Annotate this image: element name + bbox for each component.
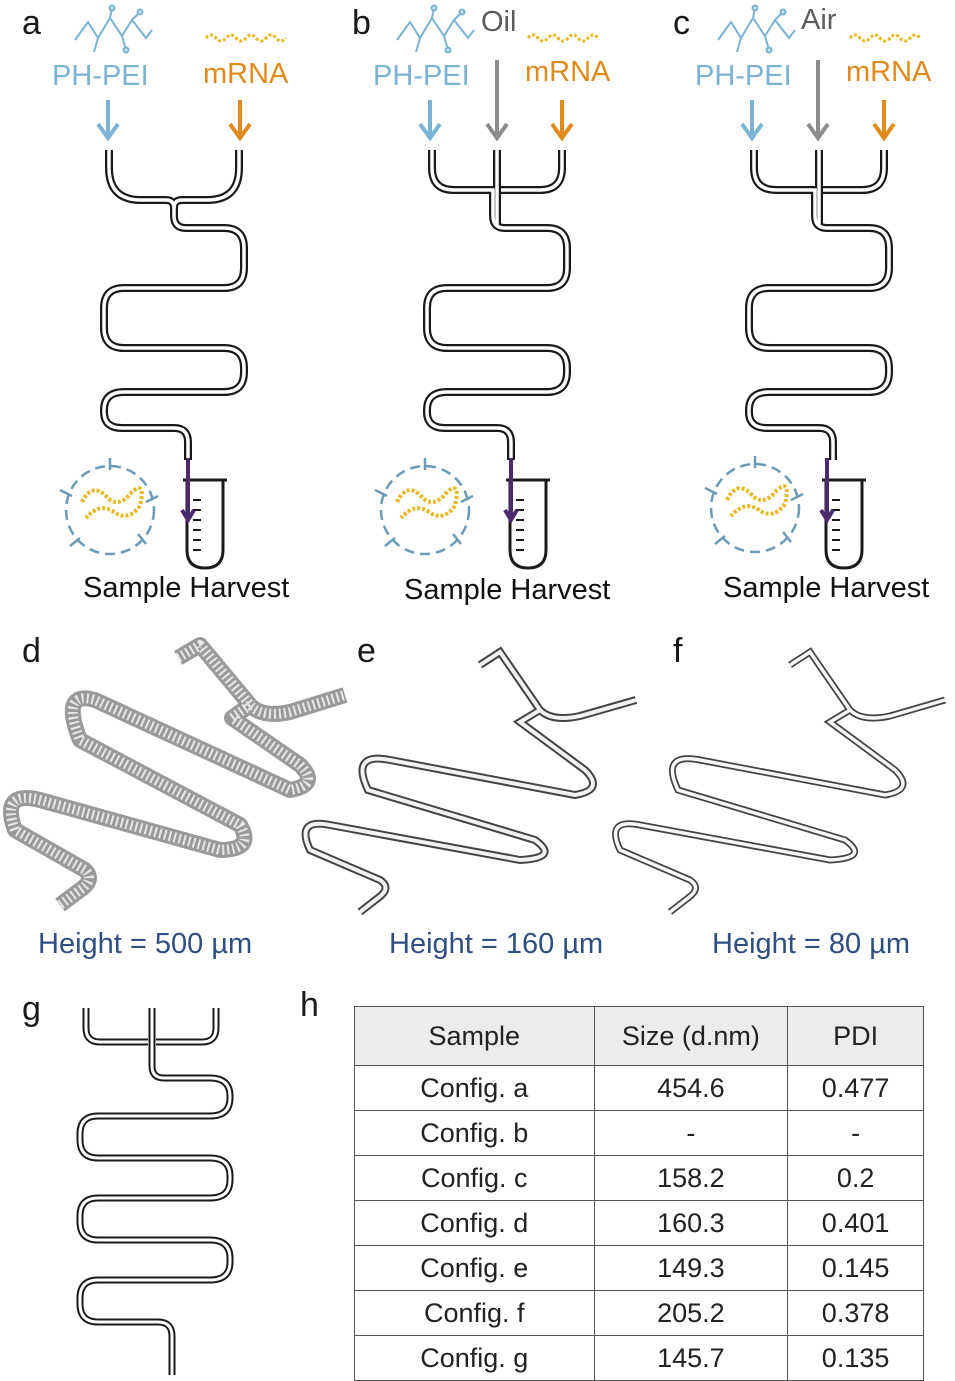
cell-pdi: 0.145 <box>787 1245 924 1291</box>
panel-a-collection-tube-icon <box>180 458 227 570</box>
cell-sample: Config. g <box>354 1335 595 1381</box>
cell-pdi: 0.378 <box>787 1290 924 1336</box>
panel-a-mrna-arrow-icon <box>228 100 252 142</box>
cell-sample: Config. e <box>354 1245 595 1291</box>
panel-e-3d-channel <box>301 646 638 916</box>
table-row: Config. g 145.7 0.135 <box>354 1335 924 1381</box>
panel-c-collection-tube-icon <box>819 458 866 570</box>
cell-size: 149.3 <box>593 1245 789 1291</box>
cell-sample: Config. c <box>354 1155 595 1201</box>
cell-pdi: - <box>787 1110 924 1156</box>
panel-c-mrna-strand-icon <box>848 33 922 43</box>
table-row: Config. c 158.2 0.2 <box>354 1155 924 1201</box>
panel-b-mrna-arrow-icon <box>550 100 574 142</box>
table-row: Config. a 454.6 0.477 <box>354 1065 924 1111</box>
panel-d-3d-channel <box>3 637 348 912</box>
cell-size: 454.6 <box>593 1065 789 1111</box>
panel-a-pei-arrow-icon <box>96 100 120 142</box>
table-row: Config. d 160.3 0.401 <box>354 1200 924 1246</box>
panel-g-channel <box>76 1008 234 1375</box>
panel-c-nanoparticle-icon <box>704 456 804 554</box>
panel-c-mrna-label: mRNA <box>846 56 932 88</box>
cell-size: 160.3 <box>593 1200 789 1246</box>
cell-pdi: 0.135 <box>787 1335 924 1381</box>
cell-sample: Config. f <box>354 1290 595 1336</box>
panel-c-mrna-arrow-icon <box>872 100 896 142</box>
cell-sample: Config. d <box>354 1200 595 1246</box>
header-sample: Sample <box>354 1006 595 1066</box>
panel-c-air-arrow-icon <box>806 60 830 142</box>
panel-b-nanoparticle-icon <box>374 458 474 556</box>
panel-a-channel <box>104 150 244 460</box>
panel-b-mrna-strand-icon <box>526 33 600 43</box>
panel-a-mrna-strand-icon <box>204 33 288 43</box>
panel-d-letter: d <box>22 632 41 670</box>
panel-c-pei-arrow-icon <box>740 100 764 142</box>
panel-c-pei-molecule-icon <box>717 4 796 54</box>
panel-g-letter: g <box>22 990 41 1028</box>
panel-e-height-label: Height = 160 µm <box>389 928 604 960</box>
panel-b-oil-arrow-icon <box>485 60 509 142</box>
panel-b-collection-tube-icon <box>503 458 550 570</box>
cell-pdi: 0.401 <box>787 1200 924 1246</box>
cell-size: 158.2 <box>593 1155 789 1201</box>
panel-b-oil-label: Oil <box>481 6 517 38</box>
panel-c-letter: c <box>673 4 690 42</box>
panel-a-nanoparticle-icon <box>59 458 159 556</box>
panel-e-letter: e <box>357 632 376 670</box>
cell-size: - <box>593 1110 789 1156</box>
cell-pdi: 0.477 <box>787 1065 924 1111</box>
panel-b-harvest-label: Sample Harvest <box>404 574 611 606</box>
panel-f-height-label: Height = 80 µm <box>712 928 911 960</box>
panel-a-pei-molecule-icon <box>74 4 153 54</box>
cell-size: 205.2 <box>593 1290 789 1336</box>
panel-c-pei-label: PH-PEI <box>695 60 792 92</box>
header-pdi: PDI <box>787 1006 924 1066</box>
cell-sample: Config. b <box>354 1110 595 1156</box>
cell-pdi: 0.2 <box>787 1155 924 1201</box>
panel-c-channel <box>749 150 889 460</box>
panel-d-height-label: Height = 500 µm <box>38 928 253 960</box>
panel-b-pei-molecule-icon <box>396 4 475 54</box>
panel-b-letter: b <box>352 4 371 42</box>
header-size: Size (d.nm) <box>593 1006 789 1066</box>
panel-a-mrna-label: mRNA <box>203 58 289 90</box>
table-row: Config. e 149.3 0.145 <box>354 1245 924 1291</box>
panel-f-letter: f <box>673 632 683 670</box>
cell-sample: Config. a <box>354 1065 595 1111</box>
panel-a-letter: a <box>22 4 41 42</box>
panel-f-3d-channel <box>612 647 946 915</box>
panel-c-air-label: Air <box>801 4 837 36</box>
table-row: Config. f 205.2 0.378 <box>354 1290 924 1336</box>
panel-b-channel <box>427 150 567 460</box>
panel-a-pei-label: PH-PEI <box>52 60 149 92</box>
panel-b-pei-label: PH-PEI <box>373 60 470 92</box>
table-header-row: Sample Size (d.nm) PDI <box>354 1006 924 1066</box>
cell-size: 145.7 <box>593 1335 789 1381</box>
panel-b-mrna-label: mRNA <box>525 56 611 88</box>
panel-c-harvest-label: Sample Harvest <box>723 572 930 604</box>
panel-a-harvest-label: Sample Harvest <box>83 572 290 604</box>
results-table: Sample Size (d.nm) PDI Config. a 454.6 0… <box>354 1006 924 1381</box>
table-row: Config. b - - <box>354 1110 924 1156</box>
panel-b-pei-arrow-icon <box>418 100 442 142</box>
panel-h-letter: h <box>300 986 319 1024</box>
